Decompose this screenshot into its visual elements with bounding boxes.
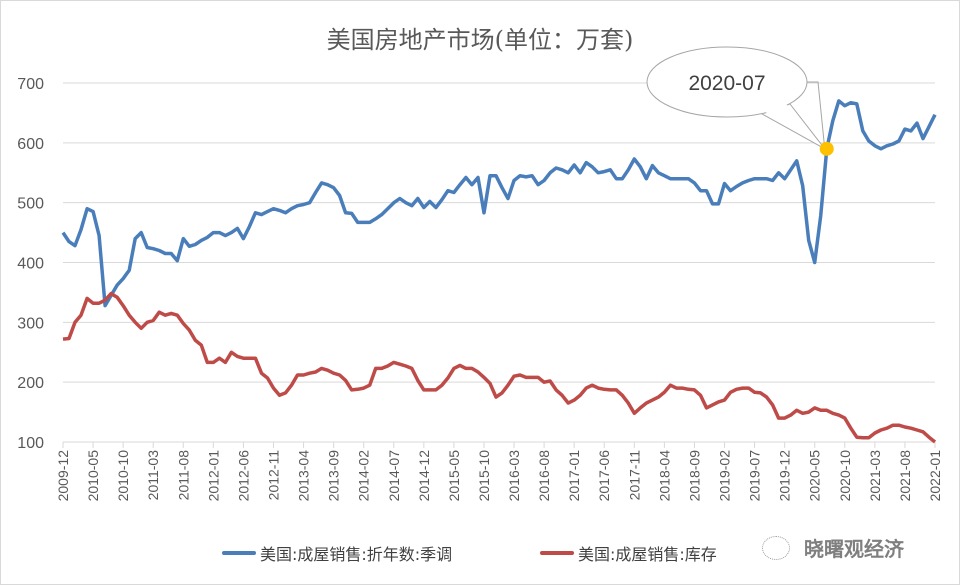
legend-swatch-red [540,551,574,555]
y-tick-label: 500 [17,196,44,213]
legend-item-sales: 美国:成屋销售:折年数:季调 [222,541,452,565]
x-tick-label: 2015-05 [446,450,462,502]
x-tick-label: 2011-03 [145,450,161,501]
x-tick-label: 2020-05 [807,450,823,502]
callout-bubble [646,46,808,118]
x-tick-label: 2014-02 [356,450,372,502]
x-tick-label: 2019-12 [777,450,793,502]
x-tick-label: 2012-11 [265,450,281,501]
x-tick-label: 2012-06 [235,450,251,502]
y-tick-label: 300 [17,315,44,332]
x-tick-label: 2017-11 [626,450,642,501]
series-line-inventory [62,291,937,444]
x-tick-label: 2017-01 [566,450,582,502]
x-tick-label: 2009-12 [55,450,71,502]
callout-label: 2020-07 [688,72,765,95]
wechat-logo-icon [762,535,790,560]
x-tick-label: 2012-01 [205,450,221,502]
legend-item-inventory: 美国:成屋销售:库存 [540,541,717,565]
legend-swatch-blue [222,551,256,555]
highlight-marker [819,141,834,156]
x-tick-label: 2010-05 [85,450,101,502]
x-tick-label: 2015-10 [476,450,492,502]
callout-leader-line [806,81,826,149]
legend-label-sales: 美国:成屋销售:折年数:季调 [260,545,453,564]
x-tick-label: 2014-07 [386,450,402,502]
y-tick-label: 400 [17,256,44,273]
x-tick-label: 2013-04 [296,450,312,502]
legend-label-inventory: 美国:成屋销售:库存 [578,545,717,564]
watermark-text: 晓曙观经济 [804,537,904,561]
x-tick-label: 2019-02 [717,450,733,502]
x-tick-label: 2014-12 [416,450,432,502]
watermark: 晓曙观经济 [762,533,904,562]
x-tick-label: 2018-09 [686,450,702,502]
x-tick-label: 2021-03 [867,450,883,502]
chart-title: 美国房地产市场(单位：万套) [326,26,634,54]
y-tick-label: 200 [17,375,44,392]
x-tick-label: 2016-08 [536,450,552,502]
x-tick-label: 2010-10 [115,450,131,502]
x-tick-label: 2016-03 [506,450,522,502]
x-tick-label: 2022-01 [927,450,943,502]
x-tick-label: 2020-10 [837,450,853,502]
x-tick-label: 2019-07 [747,450,763,502]
y-tick-label: 700 [17,76,44,93]
series-line-sales [61,99,937,308]
x-tick-label: 2018-04 [656,450,672,502]
x-tick-label: 2011-08 [175,450,191,501]
x-tick-label: 2013-09 [326,450,342,502]
x-tick-label: 2021-08 [897,450,913,502]
y-tick-label: 600 [17,136,44,153]
y-tick-label: 100 [17,435,44,452]
x-tick-label: 2017-06 [596,450,612,502]
callout-tail-mask [757,104,823,147]
